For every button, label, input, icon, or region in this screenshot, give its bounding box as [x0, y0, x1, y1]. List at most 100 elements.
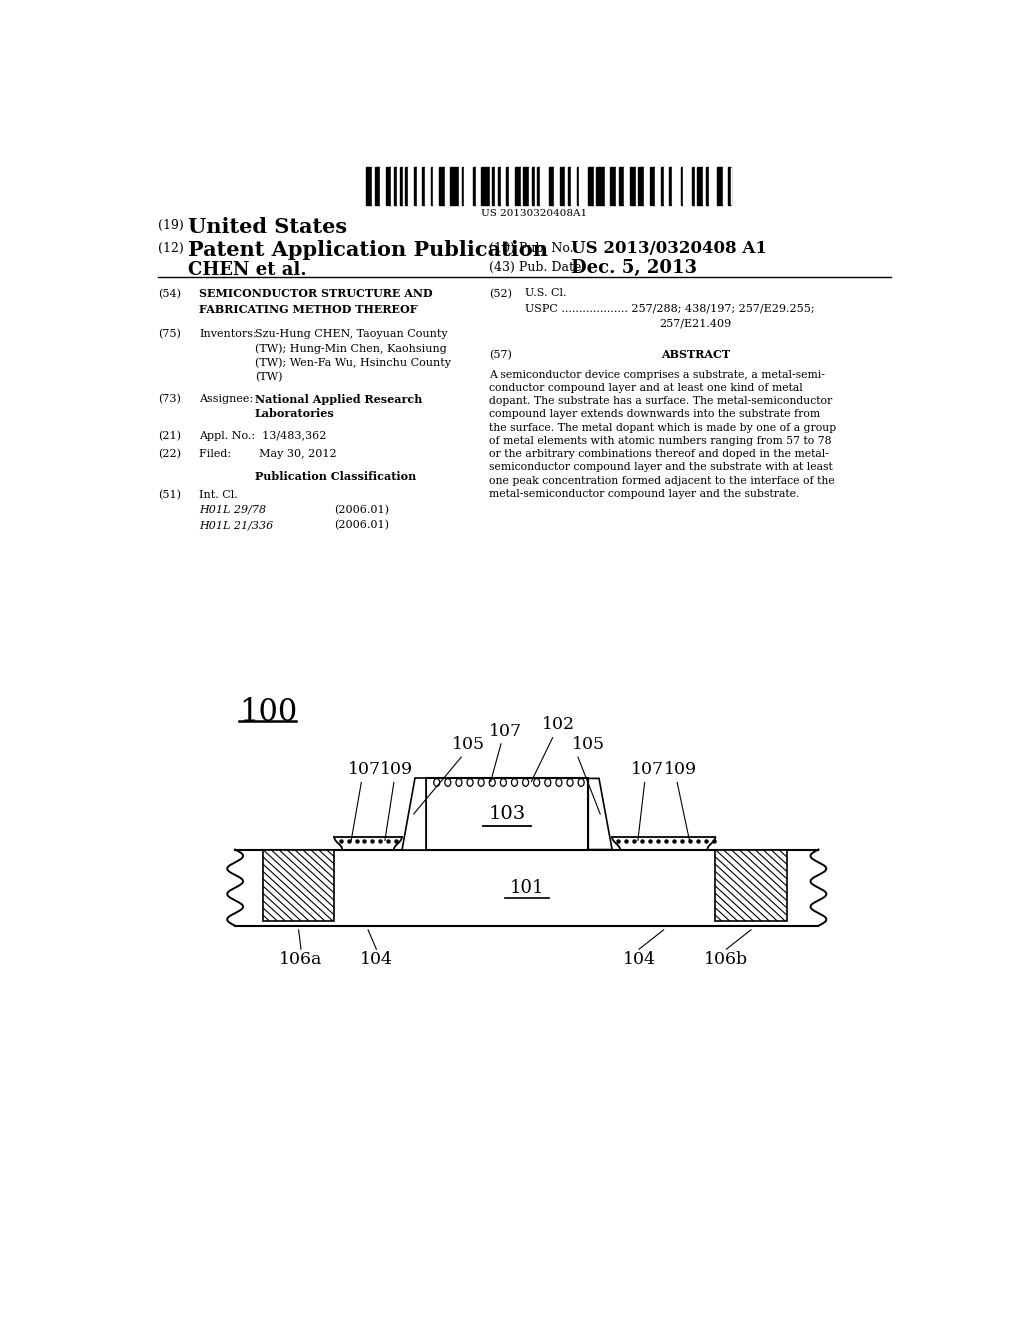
Bar — [498, 166, 501, 205]
Bar — [481, 166, 489, 205]
Text: Szu-Hung CHEN, Taoyuan County: Szu-Hung CHEN, Taoyuan County — [255, 329, 447, 339]
Text: Laboratories: Laboratories — [255, 408, 335, 420]
Text: 107: 107 — [348, 762, 381, 779]
Bar — [451, 166, 459, 205]
Text: 102: 102 — [543, 715, 575, 733]
Text: FABRICATING METHOD THEREOF: FABRICATING METHOD THEREOF — [200, 304, 418, 314]
Text: the surface. The metal dopant which is made by one of a group: the surface. The metal dopant which is m… — [489, 422, 837, 433]
Text: US 20130320408A1: US 20130320408A1 — [481, 210, 588, 218]
Bar — [507, 166, 509, 205]
Text: Int. Cl.: Int. Cl. — [200, 490, 239, 500]
Bar — [386, 166, 391, 205]
Bar — [605, 166, 610, 205]
Text: Inventors:: Inventors: — [200, 329, 257, 339]
Bar — [462, 166, 464, 205]
Bar — [594, 166, 596, 205]
Bar — [417, 166, 422, 205]
Text: compound layer extends downwards into the substrate from: compound layer extends downwards into th… — [489, 409, 820, 420]
Bar — [431, 166, 433, 205]
Bar — [375, 166, 380, 205]
Text: (54): (54) — [158, 289, 181, 298]
Bar — [649, 166, 655, 205]
Bar — [464, 166, 473, 205]
Bar — [672, 166, 681, 205]
Text: 105: 105 — [452, 737, 485, 752]
Text: conductor compound layer and at least one kind of metal: conductor compound layer and at least on… — [489, 383, 803, 393]
Bar — [501, 166, 507, 205]
Bar — [475, 166, 481, 205]
Bar — [422, 166, 425, 205]
Bar — [692, 166, 694, 205]
Text: 107: 107 — [489, 723, 522, 739]
Text: (51): (51) — [158, 490, 181, 500]
Bar — [644, 166, 649, 205]
Bar — [709, 166, 717, 205]
Bar — [549, 166, 554, 205]
Text: US 2013/0320408 A1: US 2013/0320408 A1 — [570, 240, 767, 256]
Text: or the arbitrary combinations thereof and doped in the metal-: or the arbitrary combinations thereof an… — [489, 449, 829, 459]
Text: one peak concentration formed adjacent to the interface of the: one peak concentration formed adjacent t… — [489, 475, 835, 486]
Text: 109: 109 — [380, 762, 414, 779]
Bar — [391, 166, 394, 205]
Text: (TW); Wen-Fa Wu, Hsinchu County: (TW); Wen-Fa Wu, Hsinchu County — [255, 358, 451, 368]
Bar — [409, 166, 414, 205]
Bar — [473, 166, 475, 205]
Bar — [444, 166, 451, 205]
Bar — [596, 166, 605, 205]
Bar — [580, 166, 588, 205]
Text: 104: 104 — [623, 952, 655, 968]
Bar — [541, 166, 549, 205]
Bar — [697, 166, 703, 205]
Text: 105: 105 — [572, 737, 605, 752]
Bar — [717, 166, 723, 205]
Bar — [493, 166, 496, 205]
Bar — [489, 166, 493, 205]
Bar — [402, 166, 406, 205]
Text: (2006.01): (2006.01) — [334, 506, 389, 515]
Bar — [715, 850, 786, 921]
Bar — [406, 166, 409, 205]
Text: 109: 109 — [664, 762, 696, 779]
Text: (TW); Hung-Min Chen, Kaohsiung: (TW); Hung-Min Chen, Kaohsiung — [255, 343, 446, 354]
Text: 257/E21.409: 257/E21.409 — [659, 319, 732, 329]
Text: (52): (52) — [489, 289, 512, 298]
Text: dopant. The substrate has a surface. The metal-semiconductor: dopant. The substrate has a surface. The… — [489, 396, 833, 407]
Bar — [681, 166, 683, 205]
Polygon shape — [401, 779, 426, 850]
Bar — [531, 166, 535, 205]
Bar — [706, 166, 709, 205]
Bar — [397, 166, 399, 205]
Text: 106a: 106a — [280, 952, 323, 968]
Text: Filed:        May 30, 2012: Filed: May 30, 2012 — [200, 449, 337, 459]
Bar — [538, 166, 541, 205]
Text: (10) Pub. No.:: (10) Pub. No.: — [489, 242, 578, 255]
Bar — [577, 166, 580, 205]
Bar — [399, 166, 402, 205]
Bar — [571, 166, 577, 205]
Text: Appl. No.:  13/483,362: Appl. No.: 13/483,362 — [200, 430, 327, 441]
Text: USPC ................... 257/288; 438/197; 257/E29.255;: USPC ................... 257/288; 438/19… — [524, 304, 814, 314]
Bar — [618, 166, 625, 205]
Polygon shape — [588, 779, 612, 850]
Bar — [263, 850, 334, 921]
Text: A semiconductor device comprises a substrate, a metal-semi-: A semiconductor device comprises a subst… — [489, 370, 825, 380]
Bar — [694, 166, 697, 205]
Text: Publication Classification: Publication Classification — [255, 471, 416, 482]
Bar — [414, 166, 417, 205]
Bar — [588, 166, 594, 205]
Bar — [560, 166, 565, 205]
Bar — [426, 779, 588, 850]
Bar — [433, 166, 439, 205]
Bar — [515, 166, 520, 205]
Bar — [660, 166, 664, 205]
Text: (22): (22) — [158, 449, 181, 459]
Text: SEMICONDUCTOR STRUCTURE AND: SEMICONDUCTOR STRUCTURE AND — [200, 289, 433, 300]
Text: 101: 101 — [510, 879, 544, 896]
Bar — [523, 166, 529, 205]
Text: of metal elements with atomic numbers ranging from 57 to 78: of metal elements with atomic numbers ra… — [489, 436, 831, 446]
Bar — [655, 166, 660, 205]
Bar — [565, 166, 568, 205]
Bar — [670, 166, 672, 205]
Bar — [459, 166, 462, 205]
Bar — [625, 166, 630, 205]
